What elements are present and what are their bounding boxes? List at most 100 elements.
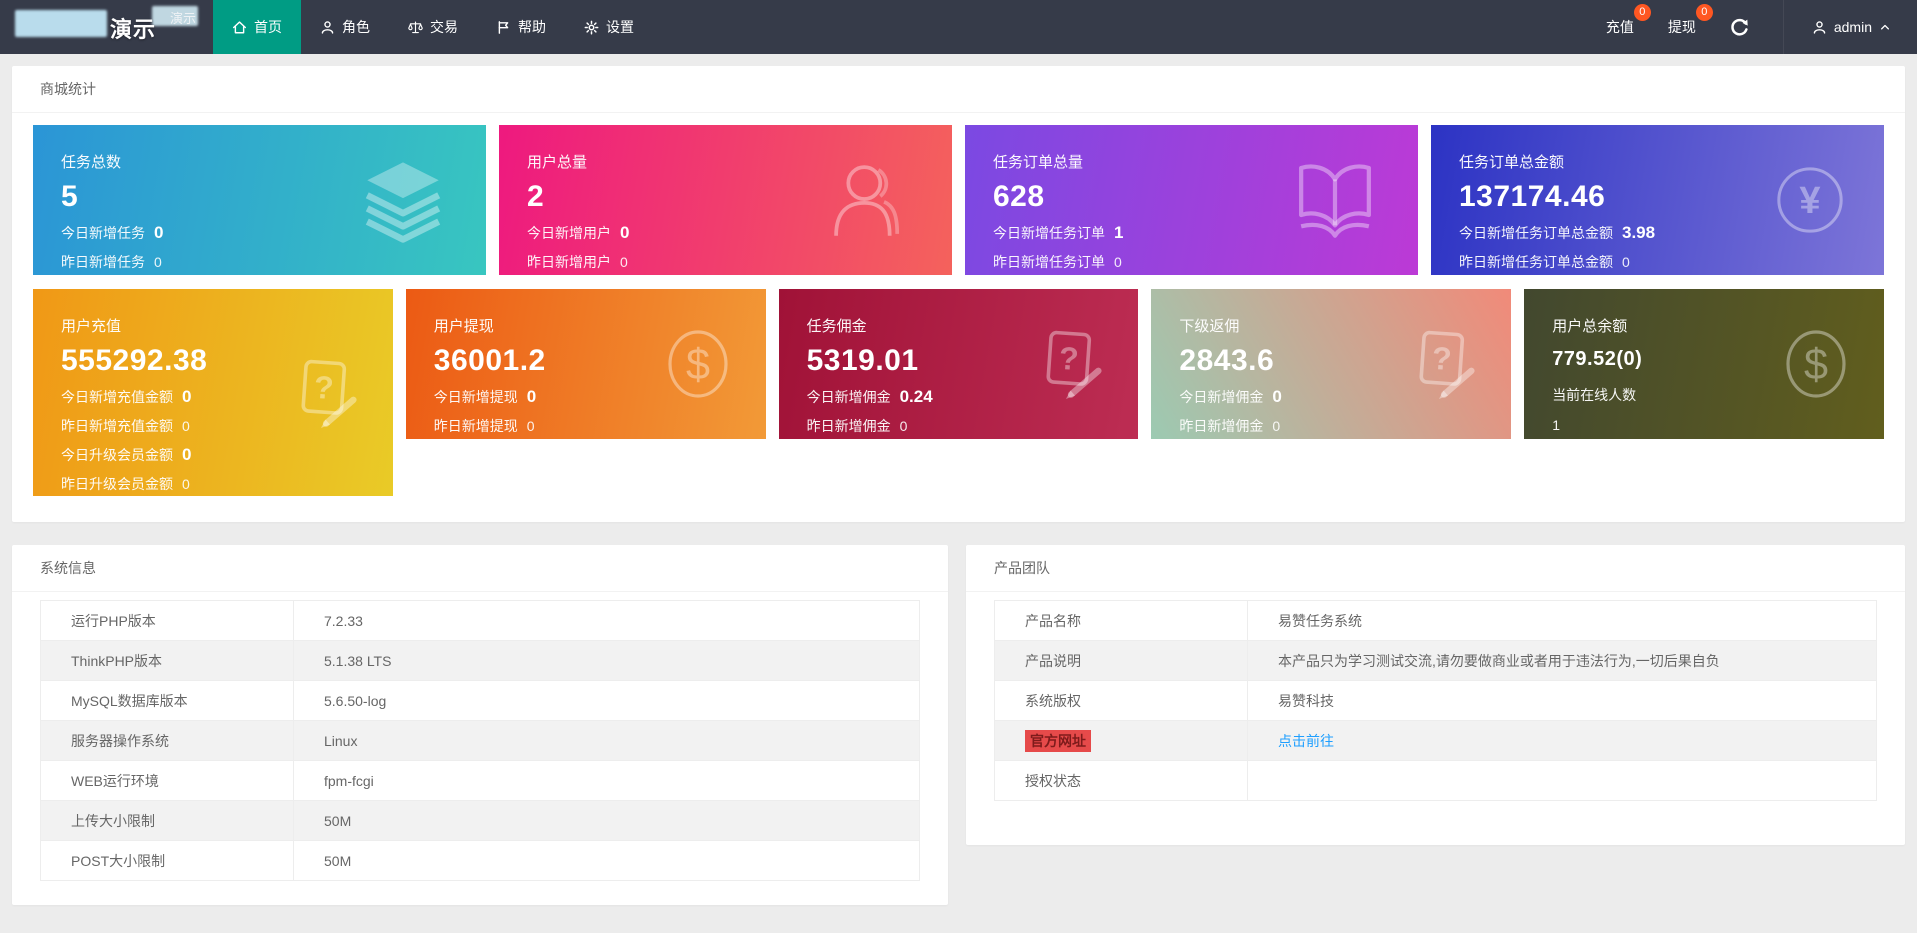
row-label: 上传大小限制 [40,800,294,841]
nav-item-help[interactable]: 帮助 [477,0,565,54]
card-value: 5319.01 [806,344,919,377]
table-row: 服务器操作系统 Linux [40,720,920,761]
book-icon [1288,153,1382,247]
card-line-label: 昨日新增用户 [527,254,611,270]
card-line-value: 3.98 [1622,223,1656,242]
table-row: 官方网址 点击前往 [994,720,1877,761]
main-nav: 首页 角色 交易 帮助 设置 [213,0,653,54]
card-title: 用户充值 [61,318,122,335]
card-line-label: 1 [1552,417,1560,433]
refresh-button[interactable] [1730,18,1749,37]
card-value: 779.52(0) [1552,348,1643,370]
stat-card-sub-rebate: 下级返佣 2843.6 今日新增佣金 0 昨日新增佣金 0 [1151,289,1512,439]
stat-card-user-recharge: 用户充值 555292.38 今日新增充值金额 0 昨日新增充值金额 0 今日升级会… [33,289,393,496]
card-value: 36001.2 [433,344,546,377]
table-row: WEB运行环境 fpm-fcgi [40,760,920,801]
official-site-link[interactable]: 点击前往 [1278,732,1334,749]
card-line-value: 0 [1272,387,1282,406]
navbar-right: 充值 0 提现 0 admin [1606,0,1917,54]
table-row: 授权状态 [994,760,1877,801]
card-title: 用户总量 [527,154,588,171]
table-row: 产品说明 本产品只为学习测试交流,请勿要做商业或者用于违法行为,一切后果自负 [994,640,1877,681]
card-title: 用户提现 [433,318,494,335]
table-row: 上传大小限制 50M [40,800,920,841]
doc-question-pencil-icon [285,353,365,433]
withdraw-label: 提现 [1667,19,1696,35]
layers-icon [356,153,450,247]
card-line-label: 今日新增用户 [527,225,611,241]
card-title: 任务总数 [61,154,122,171]
mall-stats-panel: 商城统计 任务总数 5 今日新增任务 0 昨日新增任务 0 用户总量 2 今日新增用… [12,66,1905,522]
row-label: 运行PHP版本 [40,600,294,641]
flag-icon [496,20,511,35]
nav-label: 帮助 [518,19,546,35]
table-row: 运行PHP版本 7.2.33 [40,600,920,641]
card-value: 5 [61,180,79,213]
card-title: 用户总余额 [1552,318,1628,335]
logo-area: 演示 演示 [0,0,213,54]
card-title: 任务订单总金额 [1459,154,1565,171]
stat-card-user-balance: 用户总余额 779.52(0) 当前在线人数 1 [1524,289,1884,439]
card-title: 任务订单总量 [993,154,1084,171]
card-title: 任务佣金 [806,318,867,335]
card-line-value: 0 [1622,254,1630,270]
logo-text: 演示 [110,17,157,42]
card-line-value: 0 [526,387,537,406]
logo-censored-block-2 [152,6,198,26]
card-line-value: 0 [1272,418,1281,434]
stat-card-order-amount: 任务订单总金额 137174.46 今日新增任务订单总金额 3.98 昨日新增任务… [1431,125,1884,275]
user-icon [320,20,335,35]
row-label: 授权状态 [994,760,1248,801]
product-team-panel: 产品团队 产品名称 易赞任务系统 产品说明 本产品只为学习测试交流,请勿要做商业或者… [966,545,1905,845]
nav-item-roles[interactable]: 角色 [301,0,389,54]
row-value: 50M [293,800,920,841]
card-value: 628 [993,180,1045,213]
recharge-button[interactable]: 充值 0 [1606,4,1651,37]
card-line-value: 0 [620,223,630,242]
table-row: POST大小限制 50M [40,840,920,881]
card-line-label: 今日新增佣金 [806,389,891,405]
nav-item-settings[interactable]: 设置 [565,0,653,54]
doc-question-pencil-icon [1403,324,1483,404]
card-value: 2843.6 [1179,344,1275,377]
row-value: Linux [293,720,920,761]
top-navbar: 演示 演示 首页 角色 交易 帮助 设置 充值 0 提现 [0,0,1917,54]
user-menu[interactable]: admin [1782,0,1891,54]
row-label: ThinkPHP版本 [40,640,294,681]
withdraw-button[interactable]: 提现 0 [1667,4,1713,37]
row-label: 产品名称 [994,600,1248,641]
gear-icon [584,20,599,35]
card-line-label: 昨日新增充值金额 [61,418,173,434]
row-value: 5.6.50-log [293,680,920,721]
chevron-up-icon [1879,21,1891,33]
card-line-label: 今日新增佣金 [1179,389,1264,405]
nav-item-home[interactable]: 首页 [213,0,301,54]
row-label: 系统版权 [994,680,1248,721]
row-value: 易赞科技 [1247,680,1877,721]
nav-label: 首页 [254,19,282,35]
card-line-value: 0 [899,418,908,434]
nav-label: 交易 [430,19,458,35]
system-info-panel: 系统信息 运行PHP版本 7.2.33 ThinkPHP版本 5.1.38 LTS … [12,545,948,905]
card-line-label: 昨日新增佣金 [806,418,891,434]
row-value: 易赞任务系统 [1247,600,1877,641]
card-line-label: 今日新增任务订单 [993,225,1105,241]
system-info-table: 运行PHP版本 7.2.33 ThinkPHP版本 5.1.38 LTS MySQL… [40,600,920,881]
logo-text-small: 演示 [170,11,197,26]
card-line-value: 0 [182,418,190,434]
yen-circle-icon [1772,162,1848,238]
nav-item-trade[interactable]: 交易 [389,0,477,54]
card-line-value: 0 [1114,254,1122,270]
row-value: 7.2.33 [293,600,920,641]
stats-body: 任务总数 5 今日新增任务 0 昨日新增任务 0 用户总量 2 今日新增用户 0 昨日… [12,113,1905,522]
official-site-label: 官方网址 [1025,729,1091,752]
panel-title-system-info: 系统信息 [12,545,948,592]
table-row: 系统版权 易赞科技 [994,680,1877,721]
row-value [1247,760,1877,801]
row-label: MySQL数据库版本 [40,680,294,721]
card-line-label: 今日新增任务订单总金额 [1459,225,1613,241]
logo-censored-block [15,10,107,37]
card-line-value: 0 [182,476,190,492]
dollar-circle-icon [1776,324,1856,404]
card-line-label: 今日新增提现 [433,389,518,405]
